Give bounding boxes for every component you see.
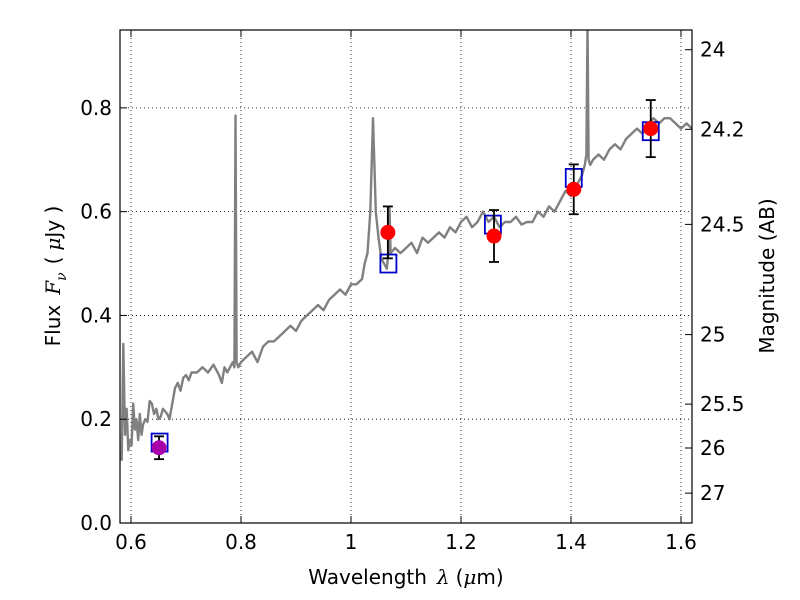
y-axis-unit-mu: μ [41,238,65,251]
x-axis-unit-mu: μ [463,565,476,589]
y-tick-label: 0.4 [80,303,112,327]
y2-axis-title: Magnitude (AB) [755,198,779,353]
x-tick-label: 1.6 [665,530,697,554]
x-axis-label-text: Wavelength [308,565,427,589]
y-axis-label-text: Flux [41,305,65,347]
y-tick-label: 0.2 [80,407,112,431]
plot-frame [119,29,693,524]
x-tick-label: 0.8 [225,530,257,554]
ticks: 0.6 0.8 1 1.2 1.4 1.6 0.0 0.2 0.4 0.6 0.8 24 24.2 24.… [80,30,745,554]
x-tick-label: 1 [345,530,358,554]
x-tick-label: 1.2 [445,530,477,554]
observed-point-marker [380,224,396,240]
observed-point-marker [643,121,659,137]
y2-tick-label: 26 [700,436,725,460]
x-axis-lambda: λ [436,565,450,589]
spectrum-line [120,30,692,461]
y-tick-label: 0.0 [80,511,112,535]
x-axis-unit-rest: m) [476,565,503,589]
y-axis-unit-rest: Jy ) [41,206,65,240]
x-tick-label: 0.6 [115,530,147,554]
y2-tick-label: 27 [700,481,725,505]
y2-tick-label: 24 [700,38,725,62]
y-axis-F: F [41,280,65,296]
y2-tick-label: 24.5 [700,212,745,236]
observed-point-marker [566,181,582,197]
x-axis-unit-open: ( [456,565,464,589]
y-tick-label: 0.6 [80,200,112,224]
y-tick-label: 0.8 [80,96,112,120]
observed-point-marker [151,440,167,456]
y2-tick-label: 25 [700,323,725,347]
y2-tick-label: 25.5 [700,392,745,416]
x-axis-title: Wavelength λ (μm) [308,565,503,589]
y2-tick-label: 24.2 [700,117,745,141]
y-axis-nu: ν [54,272,70,281]
observed-point-marker [486,228,502,244]
plot-area [120,30,692,461]
y-axis-title: Flux Fν ( μJy ) [41,206,70,347]
y-axis-unit-open: ( [41,257,65,265]
x-tick-label: 1.4 [555,530,587,554]
series-layer [120,30,692,461]
